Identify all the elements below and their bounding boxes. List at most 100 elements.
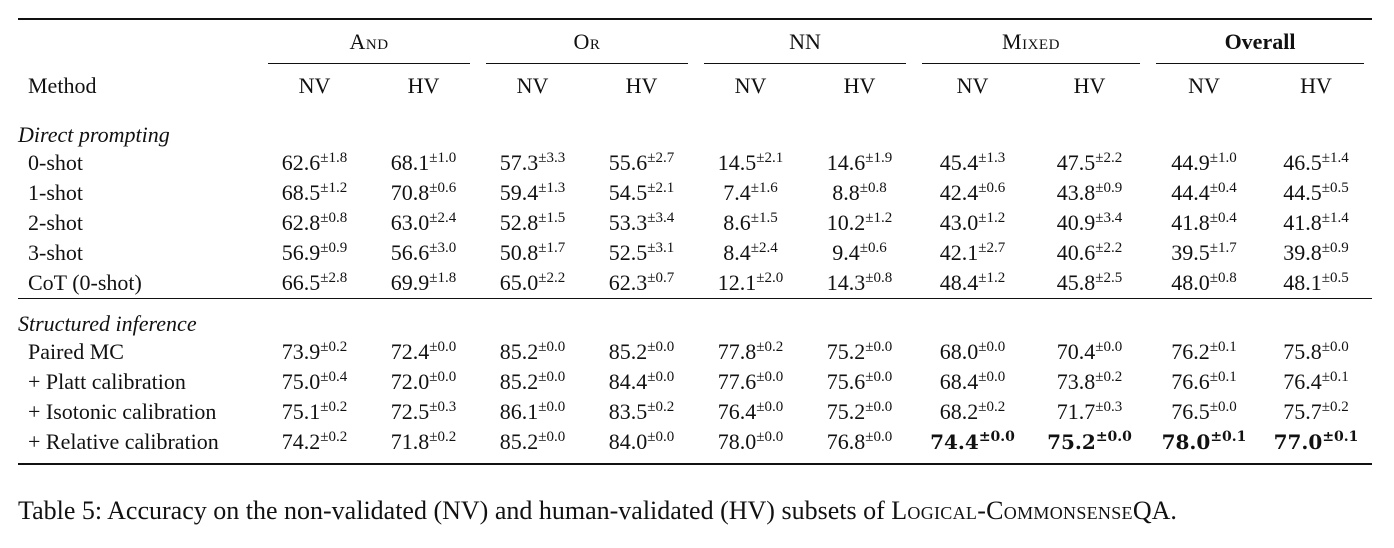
- table-caption: Table 5: Accuracy on the non-validated (…: [18, 496, 1378, 526]
- score-cell: 48.1±0.5: [1260, 268, 1372, 299]
- score-std: ±0.4: [320, 369, 348, 385]
- score-std: ±0.0: [756, 369, 784, 385]
- subheader-nv: NV: [734, 73, 767, 98]
- score-cell: 85.2±0.0: [587, 337, 696, 367]
- score-cell: 48.0±0.8: [1148, 268, 1260, 299]
- score-std: ±2.4: [750, 240, 778, 256]
- score-cell: 84.0±0.0: [587, 427, 696, 464]
- score-value: 43.0: [939, 210, 979, 235]
- score-value: 62.6: [281, 150, 321, 175]
- score-cell: 76.5±0.0: [1148, 397, 1260, 427]
- score-cell: 52.8±1.5: [478, 208, 587, 238]
- score-cell: 72.5±0.3: [369, 397, 478, 427]
- score-value: 75.8: [1283, 339, 1322, 364]
- score-std: ±0.0: [1095, 339, 1123, 355]
- score-cell: 42.4±0.6: [914, 178, 1031, 208]
- score-std: ±2.1: [647, 180, 675, 196]
- score-cell: 71.8±0.2: [369, 427, 478, 464]
- score-value: 75.2: [1047, 430, 1096, 454]
- subheader-nv: NV: [298, 73, 331, 98]
- score-cell: 76.6±0.1: [1148, 367, 1260, 397]
- score-value: 73.8: [1056, 369, 1096, 394]
- score-value: 39.5: [1171, 240, 1210, 265]
- score-value: 85.2: [499, 339, 539, 364]
- table-row: CoT (0-shot) 66.5±2.8 69.9±1.8 65.0±2.2 62.3…: [18, 268, 1372, 299]
- score-cell: 70.4±0.0: [1031, 337, 1148, 367]
- score-cell: 75.7±0.2: [1260, 397, 1372, 427]
- score-value: 86.1: [499, 399, 539, 424]
- score-value: 70.8: [390, 180, 430, 205]
- score-cell: 85.2±0.0: [478, 427, 587, 464]
- score-std: ±0.5: [1321, 270, 1349, 286]
- score-cell: 74.2±0.2: [260, 427, 369, 464]
- results-table-body: Direct prompting 0-shot 62.6±1.8 68.1±1.0 57…: [18, 108, 1372, 464]
- score-value: 75.1: [281, 399, 321, 424]
- score-std: ±1.3: [978, 150, 1006, 166]
- score-cell: 84.4±0.0: [587, 367, 696, 397]
- score-value: 84.0: [608, 429, 648, 454]
- score-value: 44.9: [1171, 150, 1210, 175]
- score-std: ±1.7: [1209, 240, 1237, 256]
- score-std: ±0.0: [865, 369, 893, 385]
- method-header: Method: [28, 73, 97, 98]
- score-cell: 59.4±1.3: [478, 178, 587, 208]
- score-value: 62.8: [281, 210, 321, 235]
- score-std: ±0.9: [320, 240, 348, 256]
- group-header-and: And: [260, 19, 478, 64]
- score-std: ±3.4: [647, 210, 675, 226]
- score-std: ±0.2: [1095, 369, 1123, 385]
- score-value: 68.0: [939, 339, 979, 364]
- score-value: 68.1: [390, 150, 430, 175]
- score-cell: 57.3±3.3: [478, 148, 587, 178]
- score-std: ±1.4: [1321, 210, 1349, 226]
- method-name: + Relative calibration: [28, 429, 219, 454]
- score-value: 12.1: [717, 270, 757, 295]
- score-value: 84.4: [608, 369, 648, 394]
- score-value: 68.4: [939, 369, 979, 394]
- score-cell: 76.8±0.0: [805, 427, 914, 464]
- score-cell: 62.3±0.7: [587, 268, 696, 299]
- score-cell: 44.9±1.0: [1148, 148, 1260, 178]
- score-std: ±0.1: [1321, 369, 1349, 385]
- score-value: 77.0: [1273, 430, 1323, 454]
- score-cell: 7.4±1.6: [696, 178, 805, 208]
- score-std: ±1.4: [1321, 150, 1349, 166]
- score-cell: 78.0±0.0: [696, 427, 805, 464]
- score-std: ±0.4: [1209, 180, 1237, 196]
- score-value: 52.8: [499, 210, 539, 235]
- score-cell: 52.5±3.1: [587, 238, 696, 268]
- score-std: ±0.0: [978, 339, 1006, 355]
- group-header-empty: [18, 19, 260, 64]
- score-std: ±0.6: [429, 180, 457, 196]
- score-std: ±1.7: [538, 240, 566, 256]
- table-row: + Isotonic calibration 75.1±0.2 72.5±0.3 86…: [18, 397, 1372, 427]
- score-std: ±1.3: [538, 180, 566, 196]
- score-std: ±0.0: [865, 399, 893, 415]
- subheader-nv: NV: [956, 73, 989, 98]
- method-name: 1-shot: [28, 180, 83, 205]
- score-std: ±1.9: [865, 150, 893, 166]
- score-cell: 53.3±3.4: [587, 208, 696, 238]
- score-std: ±0.0: [978, 369, 1006, 385]
- score-cell: 8.6±1.5: [696, 208, 805, 238]
- method-name: 0-shot: [28, 150, 83, 175]
- method-name: + Isotonic calibration: [28, 399, 217, 424]
- score-value: 75.6: [826, 369, 866, 394]
- score-cell: 10.2±1.2: [805, 208, 914, 238]
- score-std: ±0.0: [647, 339, 675, 355]
- dataset-suffix: QA: [1132, 496, 1171, 525]
- score-value: 45.8: [1056, 270, 1096, 295]
- score-value: 72.0: [390, 369, 430, 394]
- score-cell: 45.4±1.3: [914, 148, 1031, 178]
- score-value: 53.3: [608, 210, 648, 235]
- score-value: 44.4: [1171, 180, 1210, 205]
- score-value: 68.5: [281, 180, 321, 205]
- section-header-row: Structured inference: [18, 298, 1372, 338]
- score-cell: 14.5±2.1: [696, 148, 805, 178]
- score-cell: 70.8±0.6: [369, 178, 478, 208]
- score-cell: 56.6±3.0: [369, 238, 478, 268]
- table-row: + Platt calibration 75.0±0.4 72.0±0.0 85.2±…: [18, 367, 1372, 397]
- score-cell: 45.8±2.5: [1031, 268, 1148, 299]
- score-value: 72.4: [390, 339, 430, 364]
- score-cell: 40.9±3.4: [1031, 208, 1148, 238]
